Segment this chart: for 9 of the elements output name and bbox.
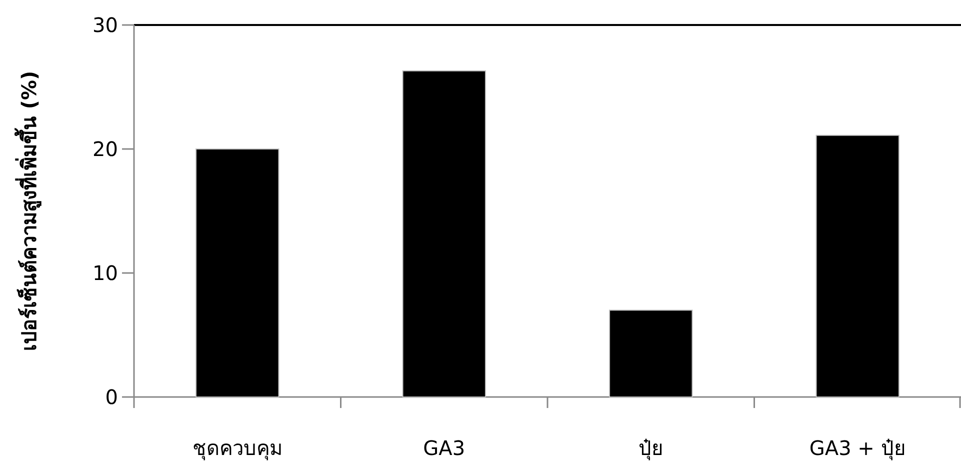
- x-tick-label: ชุดควบคุม: [192, 436, 282, 461]
- x-tick-label: ปุ๋ย: [638, 436, 664, 461]
- y-tick-label: 10: [92, 261, 118, 285]
- y-axis-title: เปอร์เซ็นต์ความสูงที่เพิ่มขึ้น (%): [14, 70, 43, 352]
- y-tick-label: 0: [105, 385, 118, 409]
- y-tick-label: 20: [92, 137, 118, 161]
- x-tick-label: GA3: [423, 436, 466, 460]
- x-tick-label: GA3 + ปุ๋ย: [809, 436, 906, 461]
- y-tick-label: 30: [92, 13, 118, 37]
